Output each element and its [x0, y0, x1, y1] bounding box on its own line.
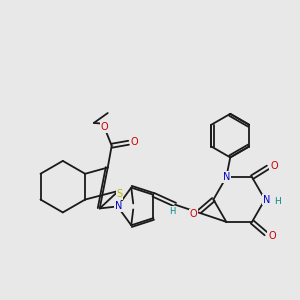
Text: H: H — [274, 197, 281, 206]
Text: O: O — [131, 137, 138, 147]
Text: N: N — [115, 201, 122, 212]
Text: N: N — [263, 194, 271, 205]
Text: S: S — [116, 189, 123, 199]
Text: O: O — [268, 231, 276, 241]
Text: O: O — [270, 161, 278, 171]
Text: O: O — [190, 209, 197, 219]
Text: N: N — [223, 172, 230, 182]
Text: H: H — [169, 207, 175, 216]
Text: O: O — [101, 122, 109, 132]
